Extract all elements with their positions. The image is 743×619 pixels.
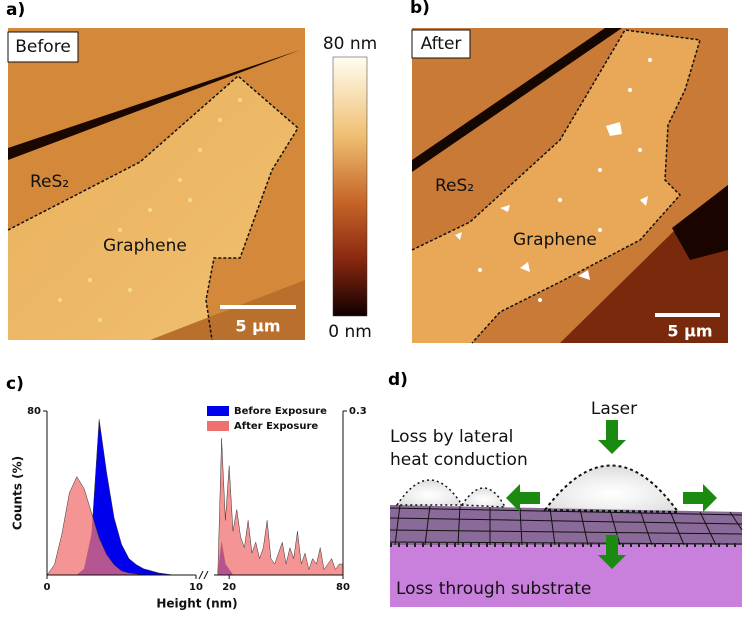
material-label: ReS₂ — [435, 176, 474, 196]
color-bar-max: 80 nm — [323, 34, 377, 54]
legend-swatch — [207, 421, 229, 431]
panel-label: c) — [6, 374, 24, 394]
y-axis-label: Counts (%) — [11, 456, 25, 530]
x-tick-label: 20 — [222, 582, 236, 593]
legend-swatch — [207, 406, 229, 416]
lateral-loss-label: Loss by lateral — [390, 427, 513, 447]
histogram: 0 10 80 20 80 0.3 Counts (%) Height (nm) Before … — [11, 406, 367, 611]
flake-label: Graphene — [103, 236, 187, 256]
image-tag: After — [421, 34, 462, 54]
lateral-loss-label: heat conduction — [390, 450, 528, 470]
y-tick-label: 0.3 — [349, 406, 367, 417]
figure: a) Before ReS₂ Graphene 5 µm 80 nm 0 nm … — [0, 0, 743, 619]
legend-label: Before Exposure — [234, 406, 327, 417]
x-tick-label: 0 — [44, 582, 51, 593]
image-tag: Before — [15, 37, 71, 57]
panel-label: d) — [388, 370, 408, 390]
color-bar-min: 0 nm — [328, 322, 372, 342]
x-tick-label: 10 — [189, 582, 203, 593]
material-label: ReS₂ — [30, 172, 69, 192]
y-tick-label: 80 — [27, 406, 41, 417]
laser-label: Laser — [591, 399, 637, 419]
panel-label: b) — [410, 0, 430, 18]
color-bar — [333, 57, 367, 316]
x-axis-label: Height (nm) — [156, 597, 237, 611]
substrate-loss-label: Loss through substrate — [396, 579, 591, 599]
histogram-area — [218, 438, 343, 575]
scale-bar-label: 5 µm — [235, 317, 280, 336]
axis-break — [199, 571, 208, 579]
flake-label: Graphene — [513, 230, 597, 250]
scale-bar-label: 5 µm — [667, 322, 712, 341]
panel-label: a) — [6, 0, 25, 20]
x-tick-label: 80 — [336, 582, 350, 593]
legend-label: After Exposure — [234, 421, 318, 432]
